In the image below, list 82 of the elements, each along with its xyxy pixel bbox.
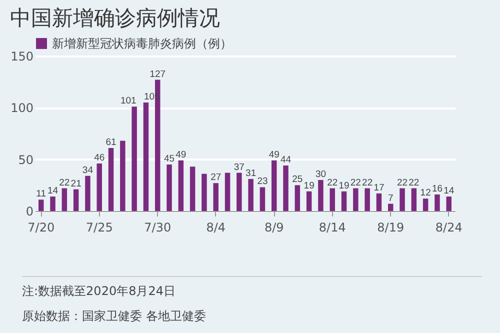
bar [120, 140, 126, 211]
data-label: 22 [327, 177, 338, 188]
text: 原始数据：国家卫健委 各地卫健委 [22, 308, 207, 325]
x-tick-label: 7/20 [28, 220, 55, 234]
bar [73, 189, 79, 211]
x-tick-label: 8/24 [435, 220, 462, 234]
bar [400, 188, 405, 211]
data-label: 14 [47, 186, 58, 197]
bar [330, 188, 335, 211]
bar [260, 187, 266, 211]
data-label: 16 [432, 183, 443, 194]
data-label: 21 [70, 178, 82, 190]
bar [446, 196, 452, 211]
bar [166, 164, 172, 211]
data-label: 101 [120, 96, 136, 107]
data-label: 61 [106, 136, 116, 148]
bar [96, 163, 102, 211]
data-label: 22 [408, 177, 420, 188]
bar [272, 160, 277, 211]
data-label: 31 [246, 168, 256, 179]
data-label: 37 [234, 162, 244, 173]
bar [388, 204, 394, 211]
legend-label: 新增新型冠状病毒肺炎病例（例） [52, 36, 232, 50]
data-label: 22 [396, 177, 408, 188]
y-tick-label: 0 [26, 204, 34, 218]
data-label: 23 [257, 176, 268, 188]
data-label: 46 [94, 152, 105, 164]
data-label: 49 [268, 149, 280, 160]
data-label: 17 [374, 182, 384, 194]
bar [364, 188, 370, 211]
bar [178, 160, 184, 211]
bar [108, 148, 114, 211]
bar [353, 188, 358, 211]
bar [306, 191, 312, 211]
data-label: 22 [362, 177, 373, 188]
bar [132, 106, 137, 211]
data-label: 49 [176, 149, 186, 160]
bar [294, 185, 300, 211]
data-label: 44 [280, 154, 292, 166]
y-tick-label: 50 [18, 152, 34, 167]
x-tick-label: 8/14 [318, 220, 346, 234]
bar [224, 172, 230, 211]
data-label: 19 [304, 180, 314, 192]
data-label: 12 [420, 188, 431, 199]
bar [62, 188, 68, 211]
data-label: 27 [210, 172, 222, 184]
data-label: 30 [315, 169, 326, 180]
bar [422, 198, 428, 211]
x-tick-label: 8/19 [377, 220, 404, 234]
bar [85, 176, 90, 211]
bar [190, 166, 196, 211]
y-tick-label: 100 [10, 101, 34, 116]
data-label: 45 [164, 154, 175, 164]
x-tick-label: 7/25 [86, 220, 113, 234]
bar [318, 180, 324, 211]
data-label: 22 [350, 177, 361, 188]
bar [50, 196, 56, 211]
bar [38, 200, 44, 211]
x-tick-label: 8/4 [206, 220, 226, 234]
y-tick-label: 150 [10, 50, 34, 64]
x-tick-label: 7/30 [144, 220, 172, 234]
bar [236, 172, 242, 211]
data-label: 7 [388, 192, 394, 204]
bar [283, 166, 288, 211]
chart-title: 中国新增确诊病例情况 [10, 6, 220, 30]
data-label: 22 [59, 177, 70, 188]
data-label: 14 [444, 186, 454, 197]
bar [341, 191, 347, 211]
data-label: 11 [36, 188, 46, 200]
data-label: 19 [338, 180, 350, 192]
bar [213, 183, 218, 211]
x-tick-label: 8/9 [264, 220, 284, 234]
bar [434, 194, 440, 211]
text: 注:数据截至2020年8月24日 [22, 283, 176, 300]
bar [376, 193, 382, 211]
data-label: 34 [82, 164, 94, 176]
data-label: 127 [150, 68, 166, 80]
data-label: 25 [292, 174, 303, 186]
bar [143, 102, 149, 211]
bar [411, 188, 417, 211]
bar [248, 178, 254, 211]
bar [202, 174, 207, 211]
